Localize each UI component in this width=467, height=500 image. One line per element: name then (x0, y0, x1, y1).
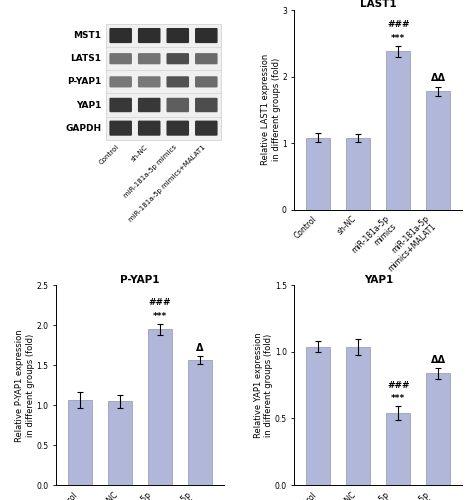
FancyBboxPatch shape (138, 98, 161, 112)
Title: YAP1: YAP1 (364, 274, 393, 284)
Text: P-YAP1: P-YAP1 (67, 78, 101, 86)
Text: miR-181a-5p mimics+MALAT1: miR-181a-5p mimics+MALAT1 (127, 144, 206, 222)
Title: P-YAP1: P-YAP1 (120, 274, 160, 284)
Y-axis label: Relative YAP1 expression
in different groups (fold): Relative YAP1 expression in different gr… (254, 332, 273, 438)
FancyBboxPatch shape (195, 53, 218, 64)
Title: LAST1: LAST1 (360, 0, 396, 9)
FancyBboxPatch shape (138, 76, 161, 88)
FancyBboxPatch shape (166, 120, 189, 136)
Text: Δ: Δ (196, 344, 204, 353)
Bar (386, 413, 410, 485)
FancyBboxPatch shape (109, 120, 132, 136)
FancyBboxPatch shape (166, 28, 189, 43)
FancyBboxPatch shape (109, 98, 132, 112)
Bar (426, 373, 450, 485)
Bar (386, 51, 410, 210)
Bar (106, 24, 220, 140)
Text: ***: *** (153, 312, 167, 320)
Text: ***: *** (391, 394, 405, 404)
Text: ###: ### (149, 298, 171, 307)
Text: ΔΔ: ΔΔ (431, 74, 446, 84)
FancyBboxPatch shape (166, 53, 189, 64)
FancyBboxPatch shape (138, 53, 161, 64)
FancyBboxPatch shape (138, 120, 161, 136)
FancyBboxPatch shape (166, 98, 189, 112)
Text: YAP1: YAP1 (76, 100, 101, 110)
Y-axis label: Relative LAST1 expression
in different groups (fold): Relative LAST1 expression in different g… (261, 54, 281, 166)
Bar (108, 401, 132, 485)
Text: sh-NC: sh-NC (130, 144, 149, 163)
Bar (188, 360, 212, 485)
FancyBboxPatch shape (109, 76, 132, 88)
Text: GAPDH: GAPDH (65, 124, 101, 132)
Bar (306, 138, 331, 210)
FancyBboxPatch shape (109, 28, 132, 43)
Bar (347, 346, 370, 485)
Text: ###: ### (387, 381, 410, 390)
Text: MST1: MST1 (73, 31, 101, 40)
FancyBboxPatch shape (195, 98, 218, 112)
Y-axis label: Relative P-YAP1 expression
in different groups (fold): Relative P-YAP1 expression in different … (15, 329, 35, 442)
Text: ***: *** (391, 34, 405, 43)
FancyBboxPatch shape (195, 28, 218, 43)
FancyBboxPatch shape (195, 120, 218, 136)
Bar (347, 138, 370, 210)
FancyBboxPatch shape (166, 76, 189, 88)
FancyBboxPatch shape (195, 76, 218, 88)
Text: ###: ### (387, 20, 410, 29)
Text: ΔΔ: ΔΔ (431, 355, 446, 365)
Text: LATS1: LATS1 (71, 54, 101, 63)
FancyBboxPatch shape (109, 53, 132, 64)
Bar (68, 400, 92, 485)
Text: Control: Control (99, 144, 120, 166)
FancyBboxPatch shape (138, 28, 161, 43)
Bar (148, 330, 172, 485)
Text: miR-181a-5p mimics: miR-181a-5p mimics (123, 144, 178, 199)
Bar (426, 91, 450, 210)
Bar (306, 346, 331, 485)
